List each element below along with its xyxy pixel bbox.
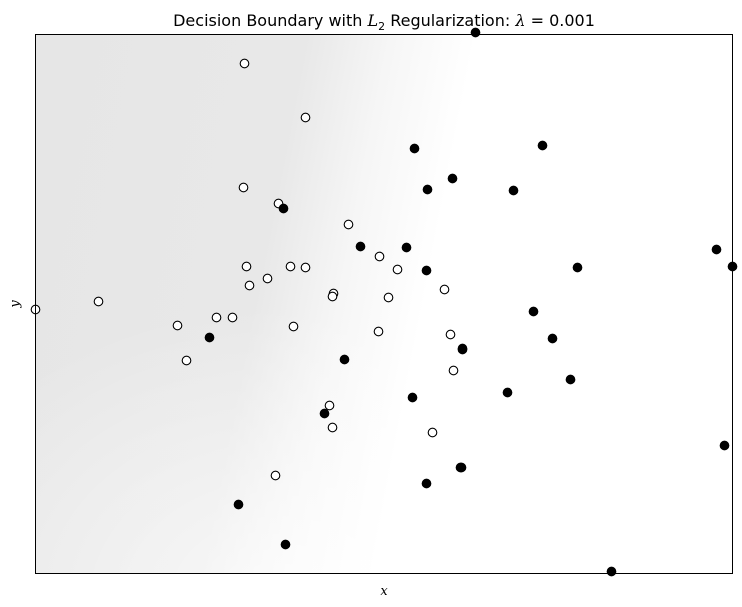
open-point-26	[324, 400, 335, 411]
open-point-1	[300, 112, 311, 123]
filled-point-18	[565, 374, 576, 385]
open-point-8	[211, 312, 222, 323]
open-point-12	[262, 273, 273, 284]
scatter-points	[93, 58, 730, 550]
filled-point-21	[407, 392, 418, 403]
filled-point-23	[421, 478, 432, 489]
filled-point-15	[204, 332, 215, 343]
open-point-0	[239, 58, 250, 69]
open-point-15	[288, 321, 299, 332]
filled-point-29	[455, 462, 466, 473]
filled-point-16	[339, 354, 350, 365]
open-point-23	[439, 284, 450, 295]
title-middle: Regularization:	[385, 11, 515, 30]
filled-point-11	[528, 306, 539, 317]
filled-point-13	[711, 244, 722, 255]
open-point-19	[374, 251, 385, 262]
x-axis-label: x	[380, 584, 388, 599]
filled-point-19	[502, 387, 513, 398]
open-point-9	[227, 312, 238, 323]
filled-point-26	[606, 566, 617, 577]
open-point-7	[181, 355, 192, 366]
filled-point-17	[547, 333, 558, 344]
filled-point-2	[447, 173, 458, 184]
plot-area	[35, 34, 733, 574]
filled-point-8	[401, 242, 412, 253]
filled-point-9	[421, 265, 432, 276]
decision-boundary-lower-fade	[35, 34, 733, 574]
title-subscript: 2	[378, 20, 385, 33]
filled-point-20	[319, 408, 330, 419]
y-axis-label: y	[8, 300, 23, 309]
filled-point-6	[278, 203, 289, 214]
open-point-5	[93, 296, 104, 307]
open-point-13	[285, 261, 296, 272]
open-point-25	[448, 365, 459, 376]
title-prefix: Decision Boundary with	[173, 11, 367, 30]
filled-point-1	[409, 143, 420, 154]
filled-point-28	[233, 499, 244, 510]
filled-point-27	[280, 539, 291, 550]
filled-point-10	[572, 262, 583, 273]
open-point-28	[427, 427, 438, 438]
open-point-17	[327, 291, 338, 302]
filled-point-25	[719, 440, 730, 451]
open-point-2	[238, 182, 249, 193]
open-point-24	[445, 329, 456, 340]
open-point-22	[373, 326, 384, 337]
filled-point-7	[355, 241, 366, 252]
open-point-14	[300, 262, 311, 273]
title-suffix: = 0.001	[525, 11, 594, 30]
open-point-21	[383, 292, 394, 303]
filled-point-3	[422, 184, 433, 195]
chart-title: Decision Boundary with L2 Regularization…	[173, 11, 595, 33]
filled-point-5	[537, 140, 548, 151]
open-point-10	[241, 261, 252, 272]
open-point-27	[327, 422, 338, 433]
open-point-29	[270, 470, 281, 481]
open-point-11	[244, 280, 255, 291]
title-lambda: λ	[514, 11, 525, 30]
open-point-20	[392, 264, 403, 275]
axes-frame	[35, 34, 733, 574]
open-point-6	[172, 320, 183, 331]
title-l-symbol: L	[366, 11, 378, 30]
filled-point-24	[457, 344, 468, 355]
open-point-18	[343, 219, 354, 230]
filled-point-4	[508, 185, 519, 196]
